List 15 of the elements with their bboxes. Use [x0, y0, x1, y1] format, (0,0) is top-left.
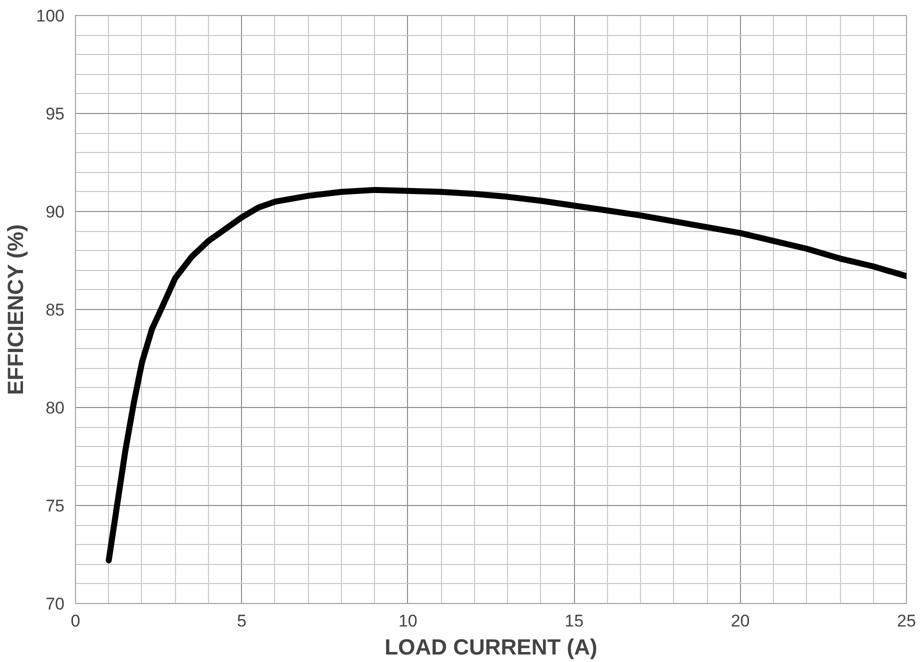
- y-tick-label: 85: [46, 300, 65, 320]
- x-tick-label: 10: [398, 612, 418, 630]
- y-tick-label: 75: [46, 496, 65, 516]
- y-tick-label: 90: [46, 202, 65, 222]
- y-tick-label: 70: [46, 594, 65, 614]
- x-tick-label: 5: [236, 612, 246, 630]
- x-axis-title: LOAD CURRENT (A): [384, 634, 598, 660]
- x-tick-label: 15: [564, 612, 584, 630]
- x-tick-label: 25: [897, 612, 916, 630]
- x-tick-label: 20: [730, 612, 750, 630]
- y-tick-label: 80: [46, 398, 65, 418]
- y-axis-title: EFFICIENCY (%): [3, 224, 28, 396]
- y-tick-label: 100: [36, 6, 65, 26]
- x-tick-label: 0: [70, 612, 80, 630]
- y-tick-label: 95: [46, 104, 65, 124]
